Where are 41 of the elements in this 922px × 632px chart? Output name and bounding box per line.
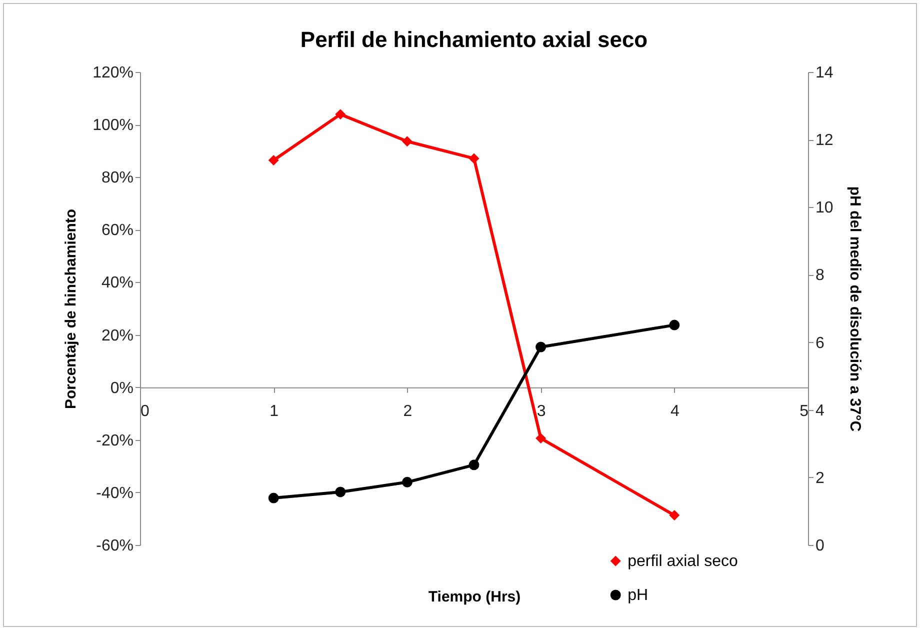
- y2-tick-label: 6: [816, 334, 824, 352]
- y-tick-label: 0%: [110, 380, 134, 397]
- y2-tick-label: 12: [816, 132, 834, 150]
- y-tick-label: 20%: [101, 327, 134, 344]
- point: [268, 155, 279, 166]
- point: [536, 342, 546, 352]
- point: [402, 136, 412, 147]
- point: [468, 460, 480, 470]
- legend-label: pH: [628, 587, 648, 604]
- y2-tick-label: 2: [816, 470, 824, 487]
- y-tick-label: 80%: [101, 170, 134, 187]
- y2-tick-label: 10: [816, 200, 834, 217]
- y-tick-label: -40%: [96, 484, 134, 502]
- y-tick-label: 120%: [92, 64, 134, 82]
- point: [402, 476, 412, 488]
- legend-label: perfil axial seco: [628, 553, 738, 570]
- point: [335, 486, 346, 498]
- point: [335, 109, 346, 120]
- y-axis-title: Porcentaje de hinchamiento: [62, 208, 80, 410]
- x-tick-label: 5: [800, 402, 809, 420]
- point: [468, 153, 480, 164]
- chart-title: Perfil de hinchamiento axial seco: [300, 27, 648, 52]
- y-tick-label: 40%: [101, 274, 134, 292]
- y2-tick-label: 0: [816, 538, 824, 554]
- point: [669, 510, 680, 521]
- x-tick-label: 3: [536, 402, 546, 420]
- x-axis-title: Tiempo (Hrs): [428, 588, 521, 606]
- point: [268, 492, 279, 504]
- y2-axis-title: pH del medio de disolución a 37°C: [846, 186, 864, 432]
- y2-tick-label: 14: [816, 64, 834, 82]
- y-tick-label: -20%: [96, 432, 134, 450]
- point: [669, 320, 680, 330]
- y-tick-label: 60%: [101, 222, 134, 240]
- x-tick-label: 2: [403, 402, 412, 420]
- y-tick-label: 100%: [92, 117, 134, 134]
- point: [536, 433, 546, 444]
- y2-tick-label: 8: [816, 267, 824, 284]
- x-tick-label: 0: [140, 402, 150, 420]
- x-tick-label: 1: [270, 402, 279, 420]
- x-tick-label: 4: [670, 402, 680, 420]
- y-tick-label: -60%: [96, 538, 134, 554]
